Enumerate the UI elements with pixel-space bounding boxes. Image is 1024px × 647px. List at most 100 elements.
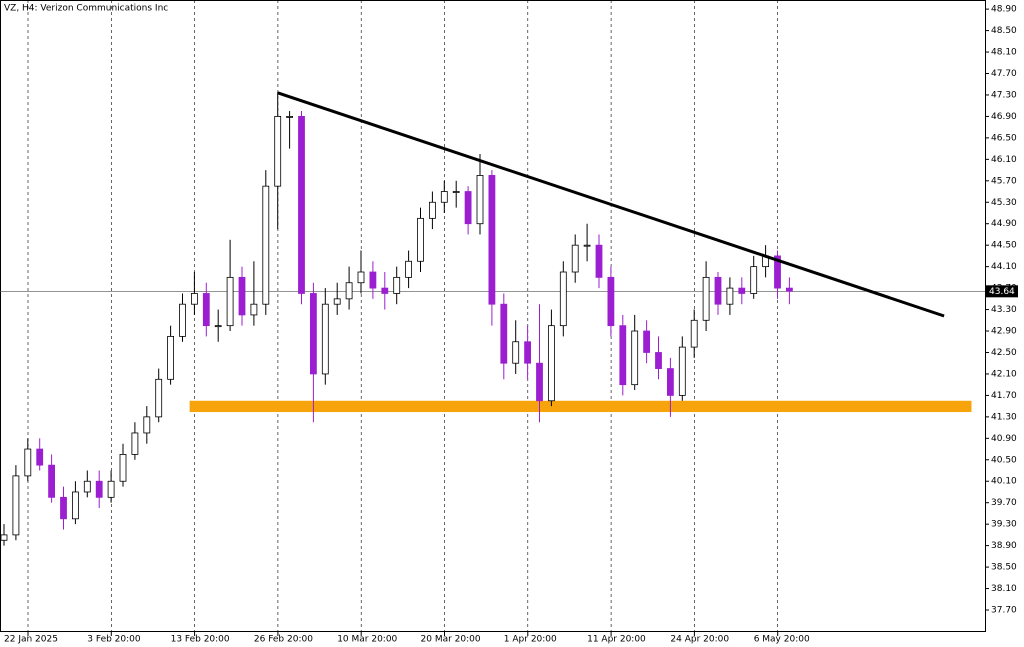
candle-body bbox=[559, 271, 567, 327]
candle-body bbox=[500, 303, 508, 364]
x-tick-label: 11 Apr 20:00 bbox=[587, 635, 646, 645]
y-tick-label: 41.30 bbox=[991, 412, 1017, 422]
candle-body bbox=[738, 287, 746, 294]
y-tick-label: 46.90 bbox=[991, 112, 1017, 122]
y-tick-label: 48.50 bbox=[991, 26, 1017, 36]
candle-body bbox=[298, 116, 305, 294]
candle-body bbox=[95, 480, 103, 498]
candle-body bbox=[690, 319, 698, 348]
candle-body bbox=[107, 480, 115, 498]
y-tick-label: 39.70 bbox=[991, 498, 1017, 508]
candle-body bbox=[536, 362, 543, 402]
candle-body bbox=[512, 341, 520, 364]
y-tick-label: 38.10 bbox=[991, 584, 1017, 594]
y-tick-label: 37.70 bbox=[991, 606, 1017, 616]
y-tick-label: 40.90 bbox=[991, 434, 1017, 444]
candle-body bbox=[595, 244, 603, 278]
candle-body bbox=[226, 276, 234, 327]
candle-body bbox=[190, 293, 198, 305]
candle-body bbox=[24, 448, 32, 477]
candle-body bbox=[214, 325, 222, 328]
candle-body bbox=[643, 330, 650, 353]
candle-body bbox=[774, 255, 781, 289]
x-tick-label: 22 Jan 2025 bbox=[4, 635, 58, 645]
candle-body bbox=[678, 346, 686, 396]
candle-body bbox=[393, 276, 401, 294]
plot-frame bbox=[0, 0, 986, 632]
candle-body bbox=[428, 201, 436, 219]
y-tick-label: 44.90 bbox=[991, 219, 1017, 229]
candle-body bbox=[286, 116, 294, 118]
candle-body bbox=[0, 534, 8, 541]
candle-body bbox=[179, 303, 186, 337]
chart-title: VZ, H4: Verizon Communications Inc bbox=[4, 4, 168, 14]
y-tick-label: 48.10 bbox=[991, 48, 1017, 58]
candle-body bbox=[381, 287, 389, 294]
x-tick-label: 6 May 20:00 bbox=[754, 635, 810, 645]
candle-body bbox=[667, 368, 674, 396]
support-zone bbox=[189, 400, 972, 413]
candle-body bbox=[655, 352, 662, 369]
candle-body bbox=[60, 496, 67, 520]
y-tick-label: 45.70 bbox=[991, 176, 1017, 186]
y-tick-label: 46.10 bbox=[991, 155, 1017, 165]
x-tick-label: 24 Apr 20:00 bbox=[670, 635, 729, 645]
candle-body bbox=[72, 491, 79, 520]
y-tick-label: 45.30 bbox=[991, 198, 1017, 208]
candle-body bbox=[583, 244, 591, 247]
x-tick-label: 26 Feb 20:00 bbox=[254, 635, 313, 645]
candle-body bbox=[357, 271, 365, 284]
candle-body bbox=[262, 185, 270, 305]
candle-body bbox=[167, 335, 175, 380]
candle-body bbox=[619, 325, 627, 386]
candle-body bbox=[786, 287, 793, 292]
candle-body bbox=[119, 454, 127, 482]
candle-body bbox=[333, 298, 341, 305]
y-tick-label: 44.50 bbox=[991, 241, 1017, 251]
candle-body bbox=[714, 276, 722, 305]
candle-body bbox=[12, 475, 20, 536]
y-tick-label: 44.10 bbox=[991, 262, 1017, 272]
x-tick-label: 20 Mar 20:00 bbox=[421, 635, 481, 645]
trendline bbox=[277, 91, 945, 318]
candle-body bbox=[452, 191, 460, 193]
candle-body bbox=[369, 271, 377, 289]
y-tick-label: 42.90 bbox=[991, 327, 1017, 337]
candle-body bbox=[726, 287, 734, 305]
candle-body bbox=[524, 341, 531, 364]
candle-body bbox=[155, 378, 163, 418]
price-label: 43.64 bbox=[989, 287, 1015, 297]
candle-body bbox=[202, 293, 210, 327]
candle-body bbox=[309, 293, 317, 375]
x-tick-label: 1 Apr 20:00 bbox=[504, 635, 557, 645]
candle-body bbox=[702, 276, 710, 321]
y-tick-label: 47.30 bbox=[991, 90, 1017, 100]
y-tick-label: 47.70 bbox=[991, 69, 1017, 79]
y-tick-label: 42.10 bbox=[991, 369, 1017, 379]
candle-body bbox=[36, 448, 44, 466]
candle-body bbox=[321, 303, 329, 375]
x-tick-label: 3 Feb 20:00 bbox=[87, 635, 141, 645]
y-tick-label: 48.90 bbox=[991, 5, 1017, 15]
y-tick-label: 38.50 bbox=[991, 563, 1017, 573]
candle-body bbox=[548, 325, 555, 402]
candle-body bbox=[345, 282, 353, 300]
candle-body bbox=[631, 330, 639, 386]
candle-body bbox=[417, 217, 424, 262]
candle-body bbox=[250, 303, 258, 316]
x-tick-label: 13 Feb 20:00 bbox=[171, 635, 230, 645]
candle-body bbox=[571, 244, 579, 273]
y-tick-label: 40.50 bbox=[991, 455, 1017, 465]
y-tick-label: 40.10 bbox=[991, 477, 1017, 487]
candle-body bbox=[131, 432, 139, 455]
candle-body bbox=[607, 276, 615, 327]
y-tick-label: 38.90 bbox=[991, 541, 1017, 551]
candle-body bbox=[476, 175, 484, 225]
candle-body bbox=[143, 416, 151, 434]
candle-body bbox=[750, 266, 758, 294]
x-tick-label: 10 Mar 20:00 bbox=[337, 635, 397, 645]
candle-body bbox=[488, 175, 496, 305]
candle-body bbox=[274, 116, 282, 187]
y-tick-label: 39.30 bbox=[991, 520, 1017, 530]
